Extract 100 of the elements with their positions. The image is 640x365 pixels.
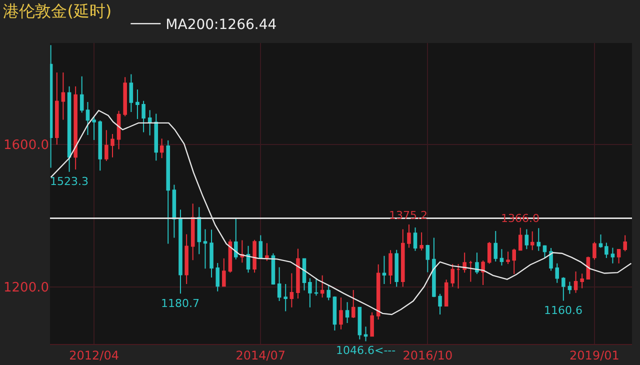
candlestick [580,273,584,289]
candlestick [494,230,498,262]
candlestick [364,326,368,342]
candlestick [456,264,460,290]
candlestick [197,206,202,255]
candlestick [172,184,176,238]
candlestick [203,228,208,270]
candlestick [345,302,350,324]
annotation: 1046.6<--- [336,344,396,357]
candlestick [265,242,269,262]
candlestick [234,218,238,260]
candlestick [506,251,510,265]
candlestick [50,44,53,168]
candlestick [574,271,578,294]
candlestick [92,116,96,141]
candlestick [475,252,479,274]
candlestick [388,250,392,284]
x-tick-label: 2019/01 [570,348,620,362]
candlestick [592,242,596,260]
candlestick [190,203,195,261]
candlestick [568,281,572,294]
annotation: 1180.7 [161,297,200,310]
candlestick [61,72,66,120]
candlestick [129,74,134,112]
candlestick [302,258,306,291]
candlestick [500,248,504,266]
chart-title: 港伦敦金(延时) [3,2,112,21]
candlestick [252,239,256,274]
candlestick [326,284,331,301]
candlestick [413,226,418,252]
candlestick [536,228,541,252]
annotation: 1160.6 [544,304,582,317]
candlestick [450,264,454,288]
candlestick [616,248,621,264]
candlestick [320,274,324,298]
candlestick [216,262,220,292]
candlestick [210,229,214,278]
candlestick [332,296,337,331]
candlestick [116,110,121,150]
candlestick [481,260,485,286]
candlestick [142,100,146,133]
candlestick [222,258,226,287]
candlestick [444,279,448,306]
candlestick [104,130,108,162]
candlestick [512,248,516,274]
candlestick [86,101,90,136]
candlestick [296,248,300,300]
candlestick [623,234,627,252]
y-tick-label: 1200.0 [4,280,49,296]
candlestick [426,244,430,273]
candlestick [277,266,282,302]
candlestick [74,86,78,170]
candlestick [420,232,424,252]
candlestick [542,244,547,258]
candlestick [604,242,608,258]
candlestick [518,227,522,252]
legend-label: MA200:1266.44 [166,17,277,34]
candlestick [284,283,288,312]
candlestick [314,278,318,296]
candlestick [487,242,492,264]
candlestick [67,86,72,172]
candlestick [401,228,405,288]
candlestick [562,276,566,302]
candlestick [80,76,84,114]
candlestick [358,306,362,340]
candlestick [123,76,127,117]
candlestick [530,230,534,251]
candlestick [370,312,374,337]
candlestick [438,293,442,315]
candlestick [555,262,560,284]
candlestick [136,89,140,120]
candlestick [308,278,312,308]
candlestick [549,248,553,272]
candlestick [98,120,102,172]
candlestick [432,237,436,298]
candlestick [154,113,158,162]
candlestick [166,140,170,244]
candlestick [468,260,473,282]
candlestick [351,289,356,319]
candlestick [160,138,164,159]
candlestick [524,228,529,250]
candlestick [598,234,603,248]
line-series [50,110,632,316]
annotation: 1523.3 [50,175,88,188]
candlestick [55,72,59,146]
candlestick [610,247,615,264]
x-tick-label: 2012/04 [69,348,119,362]
candlestick [184,234,188,284]
x-tick-label: 2016/10 [402,348,453,362]
candlestick [178,209,182,294]
candlestick [148,110,152,136]
candlestick [258,234,263,259]
candlestick [246,245,250,274]
candlestick [339,296,343,330]
x-tick-label: 2014/07 [236,348,286,362]
candlestick [290,272,294,308]
candlestick [394,249,398,288]
candlestick [376,264,380,320]
candlestick [462,252,466,274]
candlestick [382,255,386,284]
